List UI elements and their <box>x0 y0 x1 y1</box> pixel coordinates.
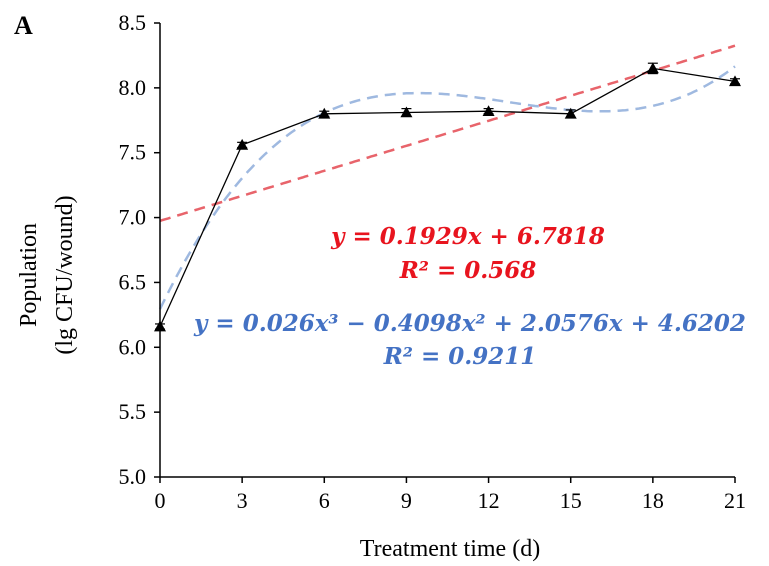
x-axis-ticks: 0 3 6 9 12 15 18 21 <box>155 477 746 513</box>
cubic-r-squared: R² = 0.9211 <box>383 343 537 370</box>
x-tick-label: 21 <box>724 488 746 513</box>
y-tick-label: 8.5 <box>119 10 147 35</box>
cubic-trendline <box>158 65 736 310</box>
y-tick-label: 6.0 <box>119 334 147 359</box>
x-axis-title: Treatment time (d) <box>360 536 540 562</box>
x-tick-label: 18 <box>642 488 664 513</box>
data-series <box>154 62 741 332</box>
x-tick-label: 3 <box>237 488 248 513</box>
linear-trendline <box>159 44 736 223</box>
y-tick-label: 7.5 <box>119 140 147 165</box>
linear-equation: y = 0.1929x + 6.7818 <box>330 223 605 250</box>
data-point <box>236 138 249 150</box>
trendline-equations: y = 0.1929x + 6.7818 R² = 0.568 y = 0.02… <box>193 223 746 370</box>
x-tick-label: 0 <box>155 488 166 513</box>
x-tick-label: 6 <box>319 488 330 513</box>
data-point <box>729 75 741 87</box>
y-tick-label: 5.0 <box>119 464 147 489</box>
data-point <box>646 62 659 74</box>
cubic-equation: y = 0.026x³ − 0.4098x² + 2.0576x + 4.620… <box>193 310 746 337</box>
data-point <box>482 105 495 117</box>
data-point <box>318 107 331 119</box>
linear-r-squared: R² = 0.568 <box>399 257 537 284</box>
y-axis-title-line-1: Population <box>16 223 42 327</box>
y-tick-label: 6.5 <box>119 269 147 294</box>
y-tick-label: 5.5 <box>119 399 147 424</box>
data-point <box>564 107 577 119</box>
x-tick-label: 9 <box>401 488 412 513</box>
data-point <box>400 106 413 118</box>
trendlines <box>158 44 736 310</box>
y-axis-title: Population (lg CFU/wound) <box>16 195 78 354</box>
y-axis-ticks: 5.0 5.5 6.0 6.5 7.0 7.5 8.0 8.5 <box>119 10 160 489</box>
x-tick-label: 15 <box>560 488 582 513</box>
x-tick-label: 12 <box>478 488 500 513</box>
series-line <box>159 67 736 327</box>
panel-label: A <box>14 11 33 40</box>
y-tick-label: 8.0 <box>119 75 147 100</box>
y-axis-title-line-2: (lg CFU/wound) <box>52 195 78 354</box>
y-tick-label: 7.0 <box>119 205 147 230</box>
